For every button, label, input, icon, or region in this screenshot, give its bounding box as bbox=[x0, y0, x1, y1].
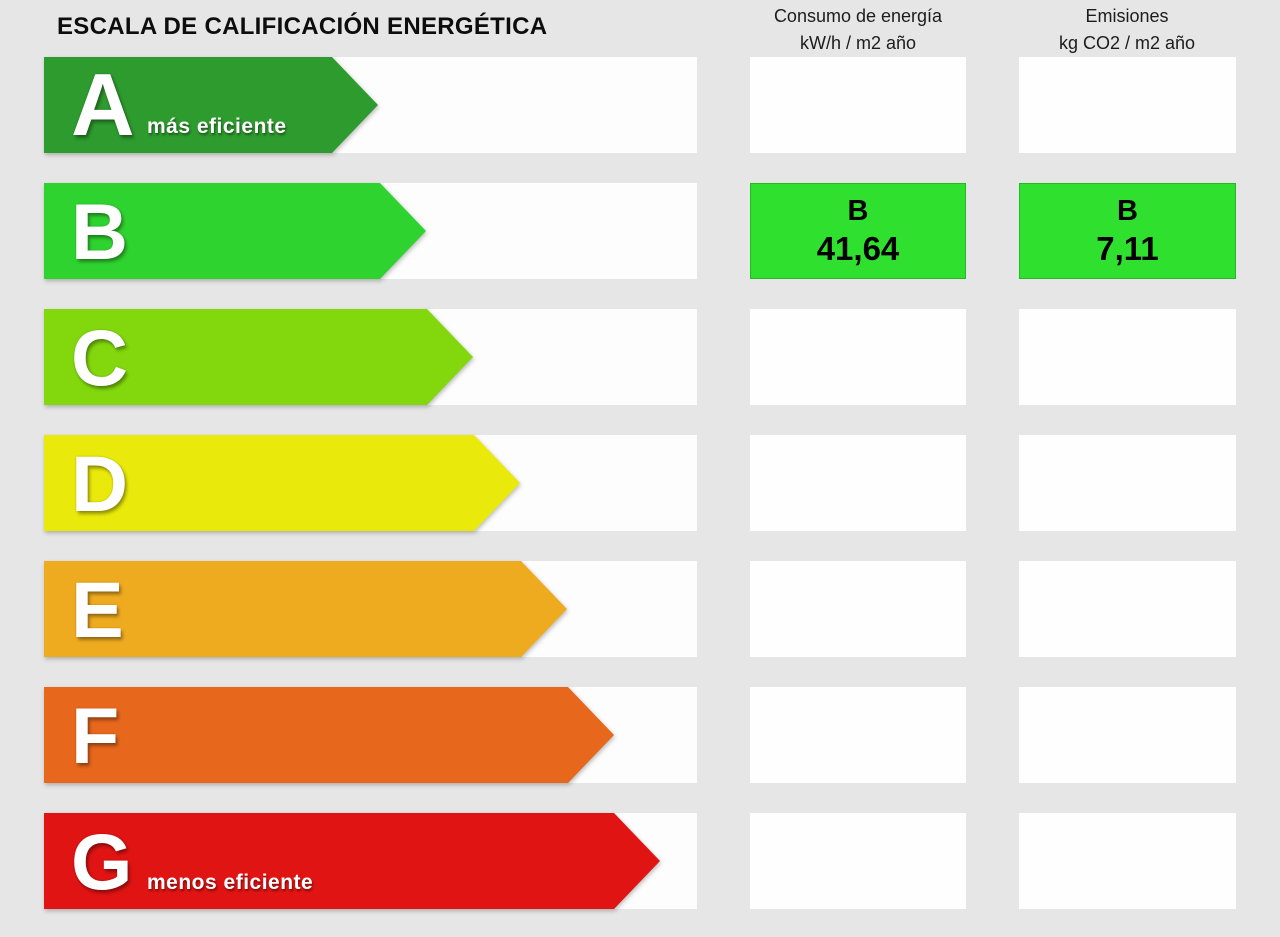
bar-letter-D: D bbox=[71, 438, 129, 528]
column-header-emisiones: Emisiones kg CO2 / m2 año bbox=[1004, 3, 1250, 57]
empty-cell-consumo-D bbox=[750, 435, 966, 531]
scale-bar-arrow-F: F bbox=[44, 687, 614, 783]
scale-bar-arrow-D: D bbox=[44, 435, 520, 531]
empty-cell-consumo-A bbox=[750, 57, 966, 153]
bar-note-mas-eficiente: más eficiente bbox=[147, 115, 287, 138]
consumo-header-line1: Consumo de energía bbox=[773, 6, 943, 26]
emisiones-header-line1: Emisiones bbox=[1085, 6, 1169, 26]
rating-box-emisiones-B: B 7,11 bbox=[1019, 183, 1236, 279]
bar-note-menos-eficiente: menos eficiente bbox=[147, 871, 314, 894]
bar-letter-F: F bbox=[71, 690, 120, 780]
empty-cell-emisiones-G bbox=[1019, 813, 1236, 909]
rating-box-consumo-B: B 41,64 bbox=[750, 183, 966, 279]
empty-cell-emisiones-D bbox=[1019, 435, 1236, 531]
empty-cell-consumo-G bbox=[750, 813, 966, 909]
empty-cell-consumo-F bbox=[750, 687, 966, 783]
bar-letter-A: A bbox=[71, 55, 135, 154]
rating-letter-emisiones: B bbox=[1117, 194, 1138, 227]
page-title: ESCALA DE CALIFICACIÓN ENERGÉTICA bbox=[57, 13, 548, 40]
bar-letter-E: E bbox=[71, 564, 124, 654]
consumo-header-line2: kW/h / m2 año bbox=[799, 33, 917, 53]
scale-bar-arrow-B: B bbox=[44, 183, 426, 279]
empty-cell-emisiones-C bbox=[1019, 309, 1236, 405]
scale-bar-B: B bbox=[44, 183, 426, 279]
scale-bar-C: C bbox=[44, 309, 473, 405]
rating-letter-consumo: B bbox=[847, 194, 869, 227]
bar-letter-B: B bbox=[71, 186, 129, 276]
scale-bar-arrow-E: E bbox=[44, 561, 567, 657]
empty-cell-emisiones-E bbox=[1019, 561, 1236, 657]
empty-cell-emisiones-F bbox=[1019, 687, 1236, 783]
rating-value-emisiones: 7,11 bbox=[1096, 229, 1159, 267]
scale-bar-arrow-C: C bbox=[44, 309, 473, 405]
column-header-consumo: Consumo de energía kW/h / m2 año bbox=[740, 3, 976, 57]
scale-bar-E: E bbox=[44, 561, 567, 657]
bar-letter-C: C bbox=[71, 312, 129, 402]
rating-value-consumo: 41,64 bbox=[816, 229, 900, 267]
emisiones-header-line2: kg CO2 / m2 año bbox=[1058, 33, 1196, 53]
empty-cell-emisiones-A bbox=[1019, 57, 1236, 153]
empty-cell-consumo-E bbox=[750, 561, 966, 657]
empty-cell-consumo-C bbox=[750, 309, 966, 405]
scale-bar-D: D bbox=[44, 435, 520, 531]
bar-letter-G: G bbox=[71, 816, 133, 906]
scale-bar-F: F bbox=[44, 687, 614, 783]
